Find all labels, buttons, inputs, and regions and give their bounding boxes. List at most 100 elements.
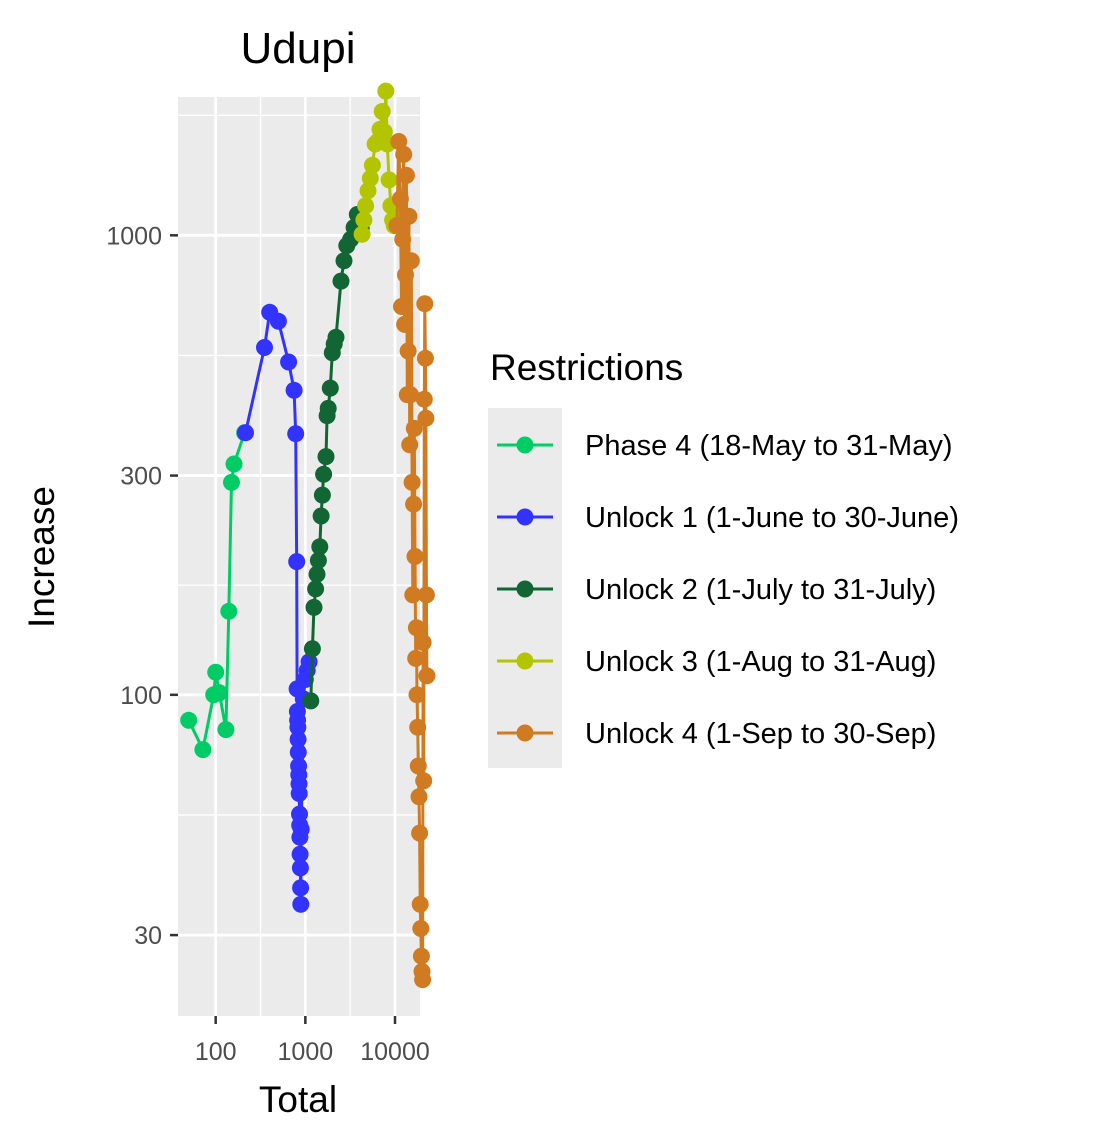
data-point (412, 920, 430, 937)
data-point (335, 252, 353, 270)
data-point (416, 349, 434, 367)
data-point (288, 553, 306, 571)
data-point (256, 339, 273, 356)
data-point (269, 312, 287, 330)
data-point (412, 947, 430, 965)
series-2 (237, 303, 318, 913)
data-point (401, 436, 419, 454)
series-layer (180, 82, 436, 989)
data-point (409, 757, 427, 775)
data-point (357, 197, 375, 215)
data-point (408, 686, 426, 704)
data-point (405, 495, 423, 513)
data-point (319, 399, 337, 417)
data-point (414, 634, 432, 651)
data-point (290, 785, 308, 802)
data-point (390, 133, 408, 150)
data-point (373, 103, 391, 120)
data-point (237, 424, 254, 442)
legend-key-point (516, 436, 534, 454)
data-point (415, 390, 433, 408)
data-point (327, 328, 345, 346)
data-point (394, 230, 412, 248)
x-tick-label: 10000 (360, 1038, 430, 1066)
legend-key-point (516, 580, 534, 598)
data-point (377, 82, 395, 100)
x-tick-label: 1000 (278, 1038, 334, 1066)
data-point (415, 772, 433, 790)
data-point (403, 473, 421, 491)
data-point (395, 145, 413, 163)
data-point (361, 169, 379, 187)
data-point (225, 455, 243, 473)
data-point (407, 619, 425, 637)
legend-label: Unlock 1 (1-June to 30-June) (585, 502, 959, 534)
y-tick-label: 100 (120, 682, 162, 710)
legend-key-point (516, 652, 534, 670)
data-point (411, 824, 429, 842)
data-point (393, 298, 410, 315)
data-point (220, 602, 238, 620)
data-point (409, 718, 427, 736)
data-point (289, 743, 307, 761)
chart-title: Udupi (241, 24, 356, 73)
data-point (317, 448, 335, 466)
axes: 100 1000 10000 30 100 300 1000 (106, 222, 429, 1066)
data-point (405, 419, 423, 437)
legend-title: Restrictions (490, 347, 683, 388)
data-point (410, 788, 428, 806)
data-point (380, 171, 398, 189)
data-point (399, 342, 417, 360)
data-point (363, 156, 381, 174)
data-point (217, 721, 235, 739)
data-point (353, 225, 371, 243)
data-point (292, 820, 310, 838)
data-point (321, 379, 339, 397)
legend-item: Unlock 4 (1-Sep to 30-Sep) (497, 718, 936, 750)
legend-label: Unlock 3 (1-Aug to 31-Aug) (585, 646, 936, 678)
data-point (417, 586, 435, 604)
x-tick-label: 100 (195, 1038, 237, 1066)
data-point (292, 879, 310, 897)
data-point (280, 353, 298, 371)
data-point (332, 272, 350, 290)
data-point (406, 548, 424, 565)
data-point (223, 473, 240, 491)
data-point (313, 486, 331, 504)
legend-label: Phase 4 (18-May to 31-May) (585, 430, 952, 462)
data-point (303, 640, 321, 658)
x-axis-title: Total (259, 1079, 337, 1120)
data-point (307, 580, 325, 598)
legend-item: Phase 4 (18-May to 31-May) (497, 430, 952, 462)
legend-item: Unlock 3 (1-Aug to 31-Aug) (497, 646, 936, 678)
legend-label: Unlock 2 (1-July to 31-July) (585, 574, 936, 606)
data-point (305, 598, 323, 616)
data-point (397, 266, 414, 284)
data-point (309, 552, 327, 569)
data-point (396, 315, 414, 333)
legend-item: Unlock 1 (1-June to 30-June) (497, 502, 959, 534)
series-line (187, 432, 247, 752)
series-1 (180, 424, 254, 759)
y-tick-label: 30 (134, 922, 162, 950)
data-point (417, 409, 435, 427)
legend: Restrictions Phase 4 (18-May to 31-May) U… (488, 347, 959, 768)
data-point (391, 190, 409, 208)
data-point (402, 386, 419, 404)
data-point (418, 667, 436, 685)
legend-key-point (516, 508, 534, 526)
legend-key-point (516, 724, 534, 742)
data-point (289, 730, 307, 748)
data-point (194, 741, 212, 759)
data-point (312, 507, 330, 525)
data-point (210, 684, 228, 702)
data-point (397, 166, 415, 184)
data-point (414, 971, 432, 989)
data-point (402, 252, 420, 270)
data-point (411, 895, 429, 913)
legend-item: Unlock 2 (1-July to 31-July) (497, 574, 936, 606)
data-point (289, 718, 307, 736)
data-point (308, 565, 326, 583)
data-point (292, 895, 310, 913)
